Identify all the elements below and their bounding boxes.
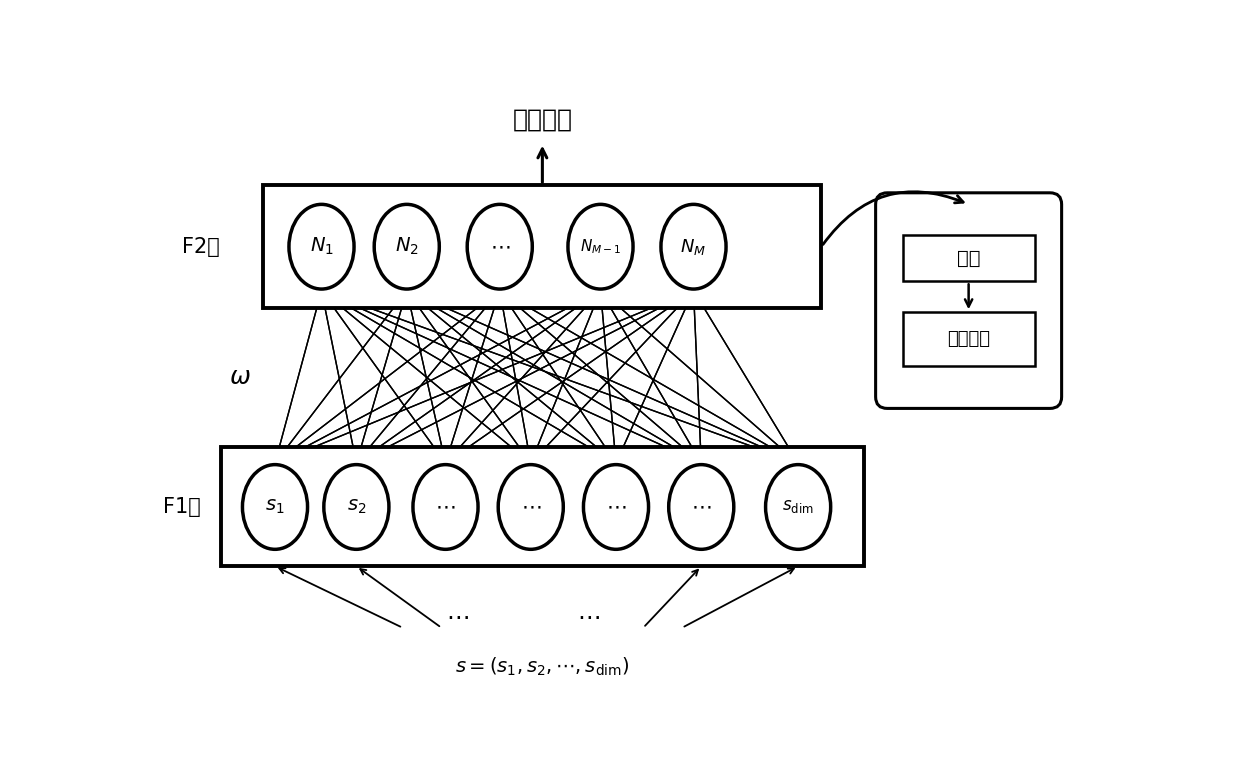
Bar (903, 235, 1035, 281)
Ellipse shape (413, 464, 478, 549)
Ellipse shape (243, 464, 307, 549)
Ellipse shape (467, 204, 533, 289)
Text: $\cdots$: $\cdots$ (489, 238, 510, 256)
Bar (221, 447, 864, 566)
Text: $\cdots$: $\cdots$ (435, 498, 456, 516)
Text: 聚类结果: 聚类结果 (513, 108, 572, 132)
Ellipse shape (323, 464, 389, 549)
Bar (264, 185, 821, 308)
Text: $N_M$: $N_M$ (680, 237, 706, 257)
Text: F1层: F1层 (164, 497, 201, 517)
Text: $N_{M-1}$: $N_{M-1}$ (580, 238, 621, 256)
Text: $s = (s_1, s_2, \cdots, s_{\mathrm{dim}})$: $s = (s_1, s_2, \cdots, s_{\mathrm{dim}}… (455, 655, 629, 678)
Ellipse shape (766, 464, 830, 549)
Text: $s_1$: $s_1$ (265, 498, 285, 516)
Text: $\cdots$: $\cdots$ (691, 498, 711, 516)
Text: $\omega$: $\omega$ (229, 366, 252, 389)
Ellipse shape (289, 204, 354, 289)
FancyBboxPatch shape (876, 193, 1062, 408)
Text: F2层: F2层 (182, 237, 221, 257)
Ellipse shape (374, 204, 440, 289)
Text: $N_1$: $N_1$ (310, 236, 333, 257)
Text: $N_2$: $N_2$ (395, 236, 419, 257)
Text: $\cdots$: $\cdots$ (606, 498, 626, 516)
Text: $s_{\mathrm{dim}}$: $s_{\mathrm{dim}}$ (782, 499, 814, 516)
Ellipse shape (567, 204, 633, 289)
Text: $s_2$: $s_2$ (347, 498, 366, 516)
Text: $\cdots$: $\cdots$ (520, 498, 541, 516)
Ellipse shape (584, 464, 648, 549)
Text: $\cdots$: $\cdots$ (446, 605, 468, 629)
Text: $\cdots$: $\cdots$ (577, 605, 601, 629)
Ellipse shape (660, 204, 726, 289)
Bar (903, 312, 1035, 366)
Text: 重置模块: 重置模块 (947, 330, 990, 348)
Text: 阈値: 阈値 (957, 249, 980, 268)
Ellipse shape (498, 464, 564, 549)
Ellipse shape (669, 464, 733, 549)
